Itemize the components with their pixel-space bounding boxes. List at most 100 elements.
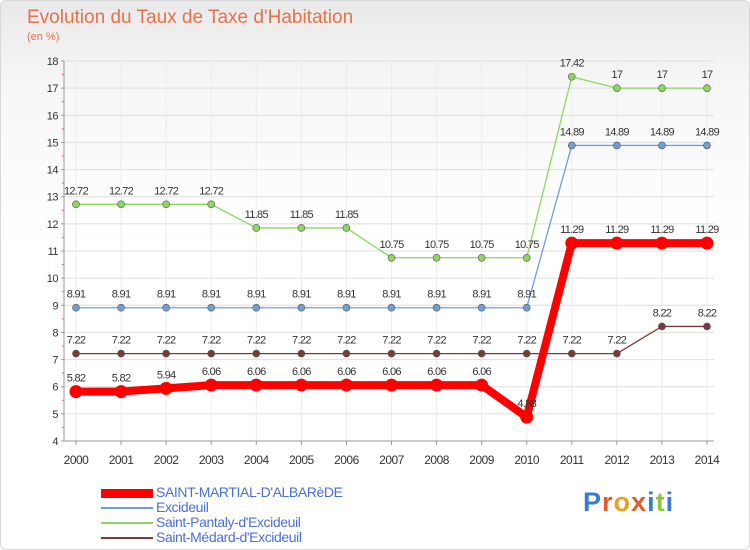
data-point — [522, 303, 531, 312]
data-label: 12.72 — [199, 185, 224, 197]
data-point — [567, 349, 576, 358]
y-tick-label: 8 — [52, 327, 58, 339]
data-label: 6.06 — [382, 366, 401, 378]
data-point — [703, 84, 711, 92]
data-point — [117, 200, 125, 209]
y-tick-label: 12 — [47, 219, 59, 231]
x-tick-label: 2001 — [109, 453, 135, 467]
data-point — [342, 303, 351, 312]
data-label: 8.91 — [292, 289, 311, 301]
x-tick-label: 2013 — [650, 453, 676, 467]
data-point — [342, 224, 351, 232]
data-point — [297, 224, 306, 232]
logo-letter: i — [665, 487, 675, 517]
data-point — [117, 349, 125, 358]
data-point — [252, 303, 261, 312]
data-point — [477, 303, 486, 312]
data-point — [162, 200, 170, 209]
data-label: 14.89 — [650, 126, 675, 138]
data-point — [475, 378, 489, 392]
logo-letter: x — [631, 487, 648, 517]
x-tick-label: 2012 — [605, 453, 631, 467]
data-label: 8.22 — [653, 307, 672, 319]
data-point — [249, 378, 263, 392]
data-label: 11.29 — [560, 224, 584, 236]
data-label: 10.75 — [470, 239, 495, 251]
data-label: 6.06 — [472, 366, 491, 378]
legend-swatch — [101, 488, 153, 498]
data-point — [387, 253, 396, 262]
data-label: 6.06 — [337, 366, 356, 378]
axes: 4 5 6 7 8 9 10 11 12 13 14 15 16 17 18 2000 2001 2002 2003… — [47, 56, 721, 467]
legend: SAINT-MARTIAL-D'ALBARèDE Excideuil Saint-P… — [101, 484, 381, 545]
data-point — [207, 200, 216, 209]
y-tick-label: 10 — [47, 273, 59, 285]
data-point — [69, 385, 83, 399]
data-point — [432, 349, 441, 358]
legend-label: Saint-Pantaly-d'Excideuil — [156, 514, 301, 530]
data-label: 11.29 — [605, 224, 629, 236]
data-point — [567, 141, 576, 150]
data-label: 12.72 — [154, 185, 179, 197]
legend-item: Saint-Pantaly-d'Excideuil — [101, 514, 381, 530]
data-point — [613, 141, 621, 150]
data-point — [655, 236, 669, 250]
data-point — [72, 200, 80, 209]
data-point — [477, 253, 486, 262]
x-tick-label: 2003 — [199, 453, 225, 467]
data-label: 8.91 — [247, 289, 266, 301]
data-point — [339, 378, 353, 392]
data-label: 17 — [657, 69, 668, 81]
y-tick-label: 16 — [47, 110, 59, 122]
data-point — [703, 322, 711, 331]
y-tick-label: 15 — [47, 137, 59, 149]
y-tick-label: 6 — [52, 382, 58, 394]
data-point — [522, 253, 531, 262]
x-tick-label: 2007 — [379, 453, 405, 467]
data-point — [520, 410, 534, 424]
grid — [64, 60, 714, 442]
data-point — [703, 141, 711, 150]
legend-item: SAINT-MARTIAL-D'ALBARèDE — [101, 484, 381, 500]
x-tick-label: 2009 — [469, 453, 495, 467]
y-tick-label: 14 — [47, 165, 59, 177]
data-point — [477, 349, 486, 358]
data-label: 11.85 — [290, 209, 314, 221]
data-label: 8.91 — [382, 289, 401, 301]
data-label: 8.91 — [112, 289, 131, 301]
data-label: 12.72 — [64, 185, 89, 197]
data-labels-layer: 8.91 8.91 8.91 8.91 8.91 8.91 8.91 8.91 8.91 8.91… — [64, 58, 720, 410]
data-label: 8.22 — [698, 307, 717, 319]
y-tick-label: 17 — [47, 83, 59, 95]
data-point — [430, 378, 444, 392]
data-label: 7.22 — [292, 335, 311, 347]
x-tick-label: 2004 — [244, 453, 270, 467]
data-label: 7.22 — [517, 335, 536, 347]
data-point — [207, 349, 216, 358]
data-label: 7.22 — [67, 335, 86, 347]
logo-letter: t — [655, 487, 666, 517]
data-point — [252, 349, 261, 358]
data-label: 11.85 — [245, 209, 269, 221]
chart-title: Evolution du Taux de Taxe d'Habitation — [27, 7, 354, 28]
data-point — [72, 303, 80, 312]
y-tick-label: 4 — [52, 436, 58, 448]
data-label: 7.22 — [202, 335, 221, 347]
data-label: 7.22 — [472, 335, 491, 347]
data-label: 8.91 — [472, 289, 491, 301]
x-tick-label: 2000 — [64, 453, 90, 467]
data-point — [159, 381, 173, 395]
data-label: 8.91 — [157, 289, 176, 301]
data-label: 5.82 — [67, 373, 86, 385]
proxiti-logo: Proxiti — [583, 487, 674, 518]
data-point — [252, 224, 261, 232]
y-tick-label: 13 — [47, 192, 59, 204]
data-label: 7.22 — [112, 335, 131, 347]
data-label: 7.22 — [427, 335, 446, 347]
legend-swatch — [101, 507, 153, 509]
data-point — [613, 349, 621, 358]
data-label: 6.06 — [202, 366, 221, 378]
x-tick-label: 2011 — [560, 453, 585, 467]
data-point — [658, 322, 666, 331]
